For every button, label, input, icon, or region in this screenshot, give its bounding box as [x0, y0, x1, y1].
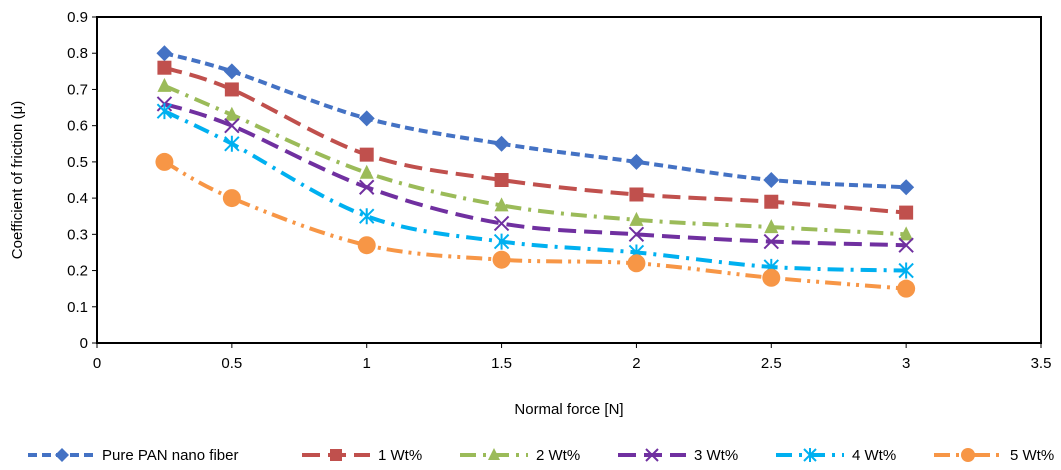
data-point-marker	[628, 226, 645, 243]
x-tick-label: 2	[632, 355, 640, 372]
legend: Pure PAN nano fiber 1 Wt% 2 Wt% 3 Wt% 4 Wt% 5…	[28, 447, 1054, 464]
data-point-marker	[55, 448, 69, 462]
data-point-marker	[493, 215, 510, 232]
data-point-marker	[156, 45, 173, 62]
data-point-marker	[156, 103, 173, 120]
legend-label: Pure PAN nano fiber	[102, 447, 238, 464]
data-point-marker	[645, 448, 659, 462]
series-3	[157, 77, 914, 241]
data-point-marker	[157, 77, 172, 92]
y-tick-label: 0	[80, 335, 88, 352]
data-point-marker	[488, 448, 500, 460]
x-axis-title: Normal force [N]	[514, 401, 623, 418]
x-tick-label: 0.5	[221, 355, 242, 372]
data-point-marker	[628, 153, 645, 170]
data-point-marker	[898, 179, 915, 196]
x-tick-label: 2.5	[761, 355, 782, 372]
legend-item: 2 Wt%	[460, 447, 580, 464]
data-point-marker	[803, 448, 817, 462]
series-layer	[155, 45, 916, 298]
x-tick-label: 1.5	[491, 355, 512, 372]
data-point-marker	[763, 172, 780, 188]
legend-label: 1 Wt%	[378, 447, 422, 464]
data-point-marker	[330, 449, 342, 461]
series-1	[156, 45, 915, 196]
y-tick-label: 0.3	[67, 226, 88, 243]
data-point-marker	[494, 173, 509, 187]
y-tick-label: 0.7	[67, 81, 88, 98]
data-point-marker	[762, 268, 781, 287]
data-point-marker	[222, 189, 241, 208]
data-point-marker	[764, 194, 779, 209]
x-tick-label: 3.5	[1031, 355, 1052, 372]
legend-item: 1 Wt%	[302, 447, 422, 464]
y-tick-label: 0.9	[67, 9, 88, 26]
plot-area	[96, 16, 1042, 344]
y-tick-label: 0.8	[67, 45, 88, 62]
data-point-marker	[357, 236, 376, 255]
data-point-marker	[157, 60, 172, 75]
data-point-marker	[897, 279, 916, 298]
data-point-marker	[224, 82, 239, 97]
series-2	[157, 60, 914, 220]
data-point-marker	[359, 208, 375, 225]
data-point-marker	[358, 110, 375, 127]
legend-item: 4 Wt%	[776, 447, 896, 464]
data-point-marker	[359, 164, 374, 179]
y-tick-label: 0.4	[67, 190, 88, 207]
data-point-marker	[899, 205, 914, 220]
x-tick-label: 1	[363, 355, 371, 372]
legend-label: 4 Wt%	[852, 447, 896, 464]
data-point-marker	[224, 117, 240, 134]
data-point-marker	[223, 63, 240, 80]
legend-item: Pure PAN nano fiber	[28, 447, 238, 464]
legend-item: 5 Wt%	[934, 447, 1054, 464]
data-point-marker	[492, 250, 511, 269]
data-point-marker	[961, 448, 975, 462]
data-point-marker	[898, 237, 914, 253]
data-point-marker	[359, 147, 374, 162]
data-point-marker	[493, 233, 510, 250]
y-axis-ticks: 0 0.1 0.2 0.3 0.4 0.5 0.6 0.7 0.8 0.9	[67, 9, 97, 352]
data-point-marker	[359, 179, 375, 195]
legend-label: 5 Wt%	[1010, 447, 1054, 464]
data-point-marker	[629, 187, 644, 202]
data-point-marker	[224, 135, 240, 152]
legend-label: 2 Wt%	[536, 447, 580, 464]
data-point-marker	[764, 219, 779, 234]
y-axis-title: Coefficient of friction (μ)	[9, 101, 26, 259]
x-axis-ticks: 0 0.5 1 1.5 2 2.5 3 3.5	[93, 343, 1052, 372]
data-point-marker	[898, 262, 914, 279]
y-tick-label: 0.1	[67, 299, 88, 316]
data-point-marker	[155, 152, 174, 171]
legend-label: 3 Wt%	[694, 447, 738, 464]
data-point-marker	[494, 197, 509, 212]
y-tick-label: 0.6	[67, 118, 88, 135]
x-tick-label: 3	[902, 355, 910, 372]
series-4	[156, 96, 914, 253]
y-tick-label: 0.2	[67, 263, 88, 280]
data-point-marker	[763, 233, 779, 250]
data-point-marker	[224, 106, 239, 121]
data-point-marker	[899, 226, 914, 241]
x-tick-label: 0	[93, 355, 101, 372]
data-point-marker	[493, 135, 510, 152]
y-tick-label: 0.5	[67, 154, 88, 171]
data-point-marker	[629, 211, 644, 226]
data-point-marker	[627, 254, 646, 273]
legend-item: 3 Wt%	[618, 447, 738, 464]
series-6	[155, 152, 916, 298]
